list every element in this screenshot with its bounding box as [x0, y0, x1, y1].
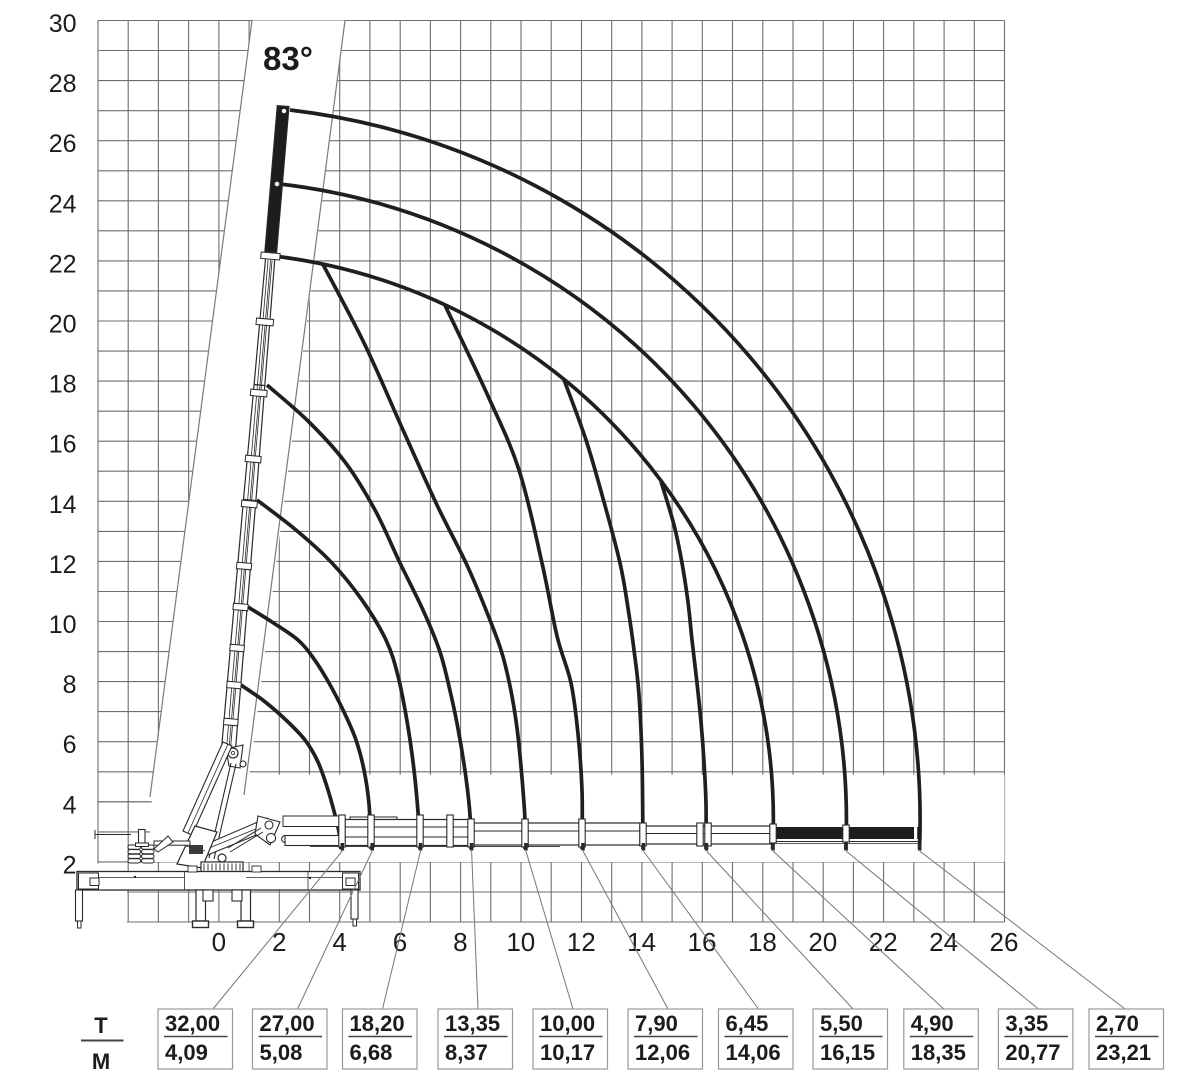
svg-text:8: 8 — [453, 927, 467, 957]
svg-text:24: 24 — [49, 190, 77, 218]
svg-text:2,70: 2,70 — [1096, 1011, 1139, 1036]
svg-text:18: 18 — [748, 927, 777, 957]
svg-text:10: 10 — [49, 611, 77, 639]
svg-text:32,00: 32,00 — [165, 1011, 220, 1036]
svg-text:5,50: 5,50 — [820, 1011, 863, 1036]
svg-text:10,17: 10,17 — [540, 1040, 595, 1065]
svg-text:5,08: 5,08 — [260, 1040, 303, 1065]
svg-text:18,20: 18,20 — [350, 1011, 405, 1036]
svg-text:22: 22 — [869, 927, 898, 957]
svg-text:26: 26 — [990, 927, 1019, 957]
svg-text:12: 12 — [567, 927, 596, 957]
svg-text:2: 2 — [272, 927, 286, 957]
svg-text:18,35: 18,35 — [911, 1040, 966, 1065]
svg-text:83°: 83° — [263, 40, 313, 77]
svg-text:20,77: 20,77 — [1005, 1040, 1060, 1065]
svg-text:28: 28 — [49, 70, 77, 98]
svg-text:3,35: 3,35 — [1005, 1011, 1048, 1036]
svg-text:13,35: 13,35 — [445, 1011, 500, 1036]
svg-text:8: 8 — [63, 671, 77, 699]
svg-text:23,21: 23,21 — [1096, 1040, 1151, 1065]
svg-text:27,00: 27,00 — [260, 1011, 315, 1036]
svg-text:12,06: 12,06 — [635, 1040, 690, 1065]
svg-text:24: 24 — [929, 927, 958, 957]
svg-text:26: 26 — [49, 130, 77, 158]
svg-text:4: 4 — [63, 791, 77, 819]
svg-text:14,06: 14,06 — [726, 1040, 781, 1065]
svg-text:6: 6 — [393, 927, 407, 957]
svg-text:8,37: 8,37 — [445, 1040, 488, 1065]
svg-text:20: 20 — [49, 311, 77, 339]
svg-text:6,68: 6,68 — [350, 1040, 393, 1065]
svg-text:12: 12 — [49, 551, 77, 579]
svg-text:20: 20 — [808, 927, 837, 957]
svg-text:6,45: 6,45 — [726, 1011, 769, 1036]
svg-text:14: 14 — [49, 491, 77, 519]
svg-text:0: 0 — [212, 927, 226, 957]
svg-text:7,90: 7,90 — [635, 1011, 678, 1036]
svg-text:6: 6 — [63, 731, 77, 759]
svg-text:16,15: 16,15 — [820, 1040, 875, 1065]
svg-text:M: M — [92, 1049, 110, 1074]
svg-text:4,90: 4,90 — [911, 1011, 954, 1036]
svg-text:22: 22 — [49, 250, 77, 278]
svg-text:T: T — [94, 1013, 108, 1038]
svg-text:10: 10 — [506, 927, 535, 957]
svg-text:30: 30 — [49, 10, 77, 38]
svg-text:4,09: 4,09 — [165, 1040, 208, 1065]
svg-text:4: 4 — [332, 927, 346, 957]
svg-text:10,00: 10,00 — [540, 1011, 595, 1036]
svg-text:2: 2 — [63, 851, 77, 879]
svg-text:18: 18 — [49, 371, 77, 399]
svg-text:16: 16 — [49, 431, 77, 459]
